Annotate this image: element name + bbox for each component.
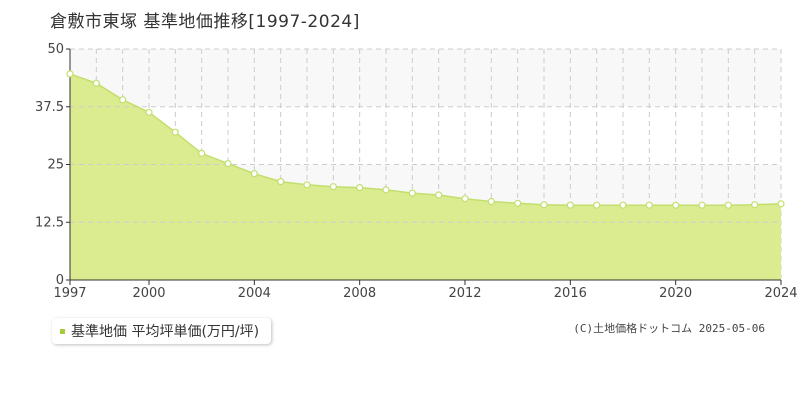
y-tick-label: 12.5 <box>35 215 64 230</box>
horizontal-grid <box>70 48 781 223</box>
data-point <box>329 183 337 191</box>
data-point <box>356 184 364 192</box>
chart-title: 倉敷市東塚 基準地価推移[1997-2024] <box>50 12 360 32</box>
source-credit: (C)土地価格ドットコム 2025-05-06 <box>573 322 765 335</box>
data-point <box>751 201 759 209</box>
data-point <box>540 201 548 209</box>
data-point <box>487 197 495 206</box>
grid-band <box>70 49 781 107</box>
data-point <box>566 201 574 209</box>
data-point <box>66 70 74 78</box>
data-point <box>303 181 311 189</box>
series-line <box>69 73 782 206</box>
y-tick-label: 50 <box>47 42 64 57</box>
y-tick-label: 0 <box>56 273 64 288</box>
data-point <box>672 201 680 209</box>
x-tick-label: 2000 <box>132 286 165 301</box>
data-point <box>461 195 469 203</box>
x-tick-label: 2008 <box>343 286 376 301</box>
data-point <box>171 128 179 136</box>
data-point <box>593 201 601 209</box>
data-point <box>724 201 732 209</box>
data-point <box>619 201 627 209</box>
y-tick-labels: 0 12.5 25 37.5 50 <box>35 42 64 288</box>
data-point <box>119 96 127 104</box>
y-tick-label: 25 <box>47 158 64 173</box>
x-tick-label: 2012 <box>448 286 481 301</box>
data-point <box>408 189 416 197</box>
data-point <box>645 201 653 209</box>
axes <box>66 48 782 285</box>
data-point <box>777 200 785 208</box>
data-point <box>145 108 153 116</box>
x-tick-label: 2020 <box>659 286 692 301</box>
legend-label: 基準地価 平均坪単価(万円/坪) <box>71 324 260 340</box>
data-point <box>698 201 706 209</box>
x-tick-label: 2004 <box>238 286 271 301</box>
data-point <box>224 160 232 168</box>
data-point <box>277 178 285 186</box>
legend: 基準地価 平均坪単価(万円/坪) <box>52 318 272 344</box>
data-point <box>382 186 390 194</box>
data-point <box>198 149 206 157</box>
data-point <box>92 79 100 87</box>
x-tick-label: 2024 <box>764 286 797 301</box>
x-tick-labels: 1997 2000 2004 2008 2012 2016 2020 2024 <box>53 286 797 301</box>
data-point <box>435 191 443 199</box>
y-tick-label: 37.5 <box>35 100 64 115</box>
series-markers <box>66 70 785 209</box>
data-point <box>514 199 522 207</box>
series-area <box>70 73 781 281</box>
x-tick-label: 2016 <box>554 286 587 301</box>
x-tick-label: 1997 <box>53 286 86 301</box>
data-point <box>250 170 258 178</box>
legend-swatch <box>60 328 65 334</box>
